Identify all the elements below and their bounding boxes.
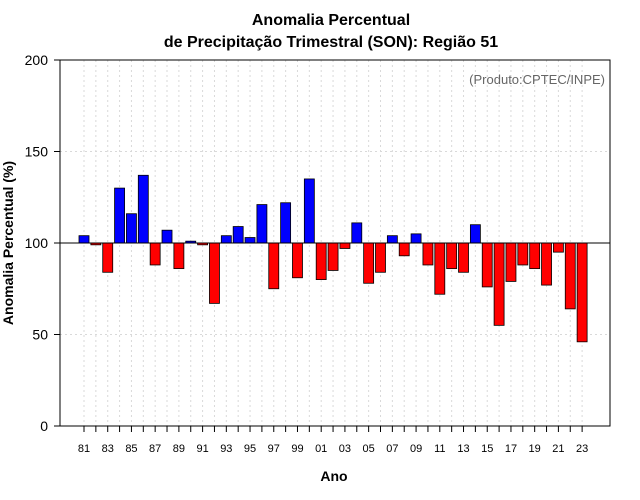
y-axis: 0 50 100 150 200 — [25, 52, 60, 434]
x-tick-label: 11 — [434, 443, 445, 455]
x-tick-label: 15 — [481, 443, 493, 455]
bar-2012 — [446, 242, 458, 270]
x-tick-label: 89 — [173, 443, 185, 455]
bar-2019 — [529, 242, 541, 270]
bar-2017 — [505, 242, 517, 282]
bar-2009 — [410, 233, 422, 244]
bar-2013 — [458, 242, 469, 273]
x-tick-label: 03 — [339, 443, 351, 455]
x-tick-label: 85 — [125, 443, 137, 455]
x-tick-label: 99 — [291, 443, 303, 455]
bar-1986 — [137, 174, 149, 244]
bar-2018 — [517, 242, 529, 266]
bar-2015 — [481, 242, 493, 288]
bar-1997 — [268, 242, 280, 290]
x-tick-label: 07 — [386, 443, 398, 455]
chart-title-line1: Anomalia Percentual — [252, 12, 410, 29]
x-tick-label: 91 — [196, 443, 208, 455]
x-tick-label: 93 — [220, 443, 232, 455]
x-tick-label: 05 — [363, 443, 375, 455]
bar-1983 — [102, 242, 114, 273]
bar-1992 — [209, 242, 220, 304]
bar-1993 — [220, 235, 232, 244]
y-tick-label: 0 — [40, 418, 48, 434]
x-tick-label: 95 — [244, 443, 256, 455]
bar-2021 — [553, 242, 564, 253]
x-tick-label: 23 — [576, 443, 588, 455]
x-tick-label: 81 — [78, 443, 90, 455]
bar-2003 — [339, 242, 351, 249]
bar-2014 — [469, 224, 481, 244]
bar-2016 — [493, 242, 505, 326]
bar-2007 — [386, 235, 398, 244]
x-axis-title: Ano — [320, 468, 347, 484]
y-tick-label: 150 — [25, 144, 49, 160]
bar-2004 — [351, 222, 363, 244]
bar-2006 — [375, 242, 386, 273]
bar-2011 — [434, 242, 446, 295]
y-tick-label: 200 — [25, 52, 49, 68]
x-tick-label: 13 — [457, 443, 469, 455]
y-tick-label: 50 — [32, 327, 48, 343]
x-tick-label: 19 — [529, 443, 541, 455]
bar-2001 — [315, 242, 327, 280]
bar-2008 — [398, 242, 410, 257]
bar-2002 — [327, 242, 339, 271]
chart-title-line2: de Precipitação Trimestral (SON): Região… — [164, 34, 498, 51]
bar-2010 — [422, 242, 434, 266]
bar-2020 — [541, 242, 552, 286]
x-tick-label: 21 — [552, 443, 564, 455]
bar-1999 — [292, 242, 303, 279]
x-tick-label: 17 — [505, 443, 517, 455]
bar-1989 — [173, 242, 185, 270]
x-tick-label: 01 — [315, 443, 327, 455]
x-tick-label: 97 — [268, 443, 280, 455]
bar-2000 — [303, 178, 315, 244]
bar-2005 — [363, 242, 375, 284]
bar-1998 — [280, 202, 292, 244]
y-axis-title: Anomalia Percentual (%) — [0, 161, 16, 325]
x-tick-label: 83 — [102, 443, 114, 455]
x-tick-label: 87 — [149, 443, 161, 455]
x-tick-label: 09 — [410, 443, 422, 455]
bar-2022 — [564, 242, 576, 310]
bar-1994 — [232, 226, 244, 244]
x-axis: 81 83 85 87 89 91 93 95 97 99 01 03 05 07 09 11 13 15 17 19… — [78, 426, 588, 455]
bar-1987 — [149, 242, 161, 266]
y-tick-label: 100 — [25, 235, 49, 251]
bar-1988 — [161, 229, 173, 244]
bar-1984 — [114, 187, 125, 244]
bar-1985 — [126, 213, 137, 244]
bar-2023 — [576, 242, 588, 343]
bar-1981 — [78, 235, 90, 244]
bar-1996 — [256, 204, 268, 244]
credit-text: (Produto:CPTEC/INPE) — [469, 72, 605, 87]
bar-1995 — [244, 237, 256, 244]
